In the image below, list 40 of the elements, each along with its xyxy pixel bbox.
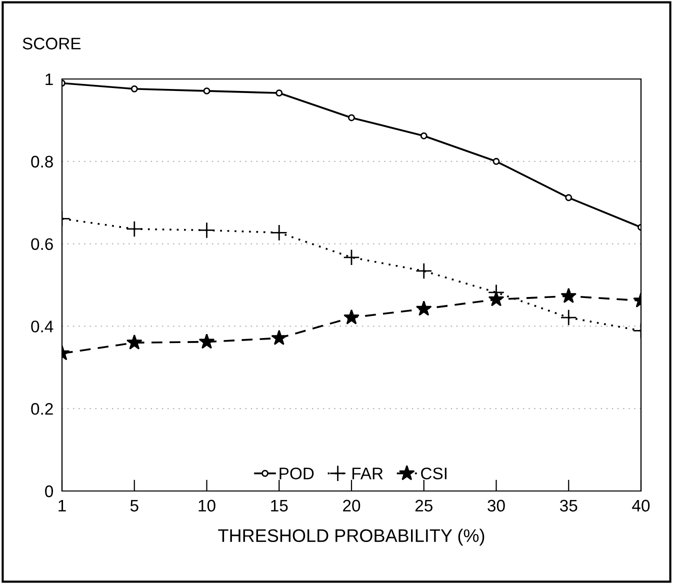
point [126, 220, 143, 238]
y-tick-label: 0.2 [31, 403, 53, 415]
legend-label: FAR [352, 468, 383, 480]
x-tick-label: 25 [415, 500, 432, 512]
x-tick-label: 20 [343, 500, 360, 512]
y-axis-title: SCORE [22, 38, 81, 50]
x-tick-label: 35 [560, 500, 578, 512]
x-tick-label: 1 [58, 500, 66, 512]
point [565, 194, 572, 202]
point [348, 114, 355, 122]
point [420, 132, 428, 140]
x-tick-label: 10 [198, 500, 216, 512]
point [203, 87, 210, 94]
point [416, 262, 432, 280]
x-tick-label: 5 [130, 500, 138, 512]
point [343, 249, 360, 266]
point [198, 222, 216, 239]
point [271, 330, 288, 346]
point [416, 300, 432, 316]
point [488, 291, 504, 306]
y-tick-label: 1 [46, 74, 53, 86]
point [276, 90, 283, 96]
y-tick-label: 0.8 [31, 156, 53, 168]
legend-label: POD [280, 468, 314, 480]
x-tick-label: 30 [488, 500, 505, 512]
point [492, 158, 500, 165]
point [344, 309, 360, 324]
x-tick-label: 15 [271, 500, 288, 512]
x-tick-label: 40 [632, 500, 650, 512]
point [126, 334, 142, 350]
point [130, 85, 138, 92]
y-tick-label: 0.4 [31, 320, 54, 332]
y-tick-label: 0 [45, 485, 54, 498]
y-tick-label: 0.6 [31, 238, 53, 250]
x-axis-title: THRESHOLD PROBABILITY (%) [218, 528, 484, 546]
legend-label: CSI [421, 468, 446, 480]
point [560, 309, 577, 326]
point [198, 334, 215, 349]
point [270, 224, 288, 242]
point [560, 288, 577, 303]
